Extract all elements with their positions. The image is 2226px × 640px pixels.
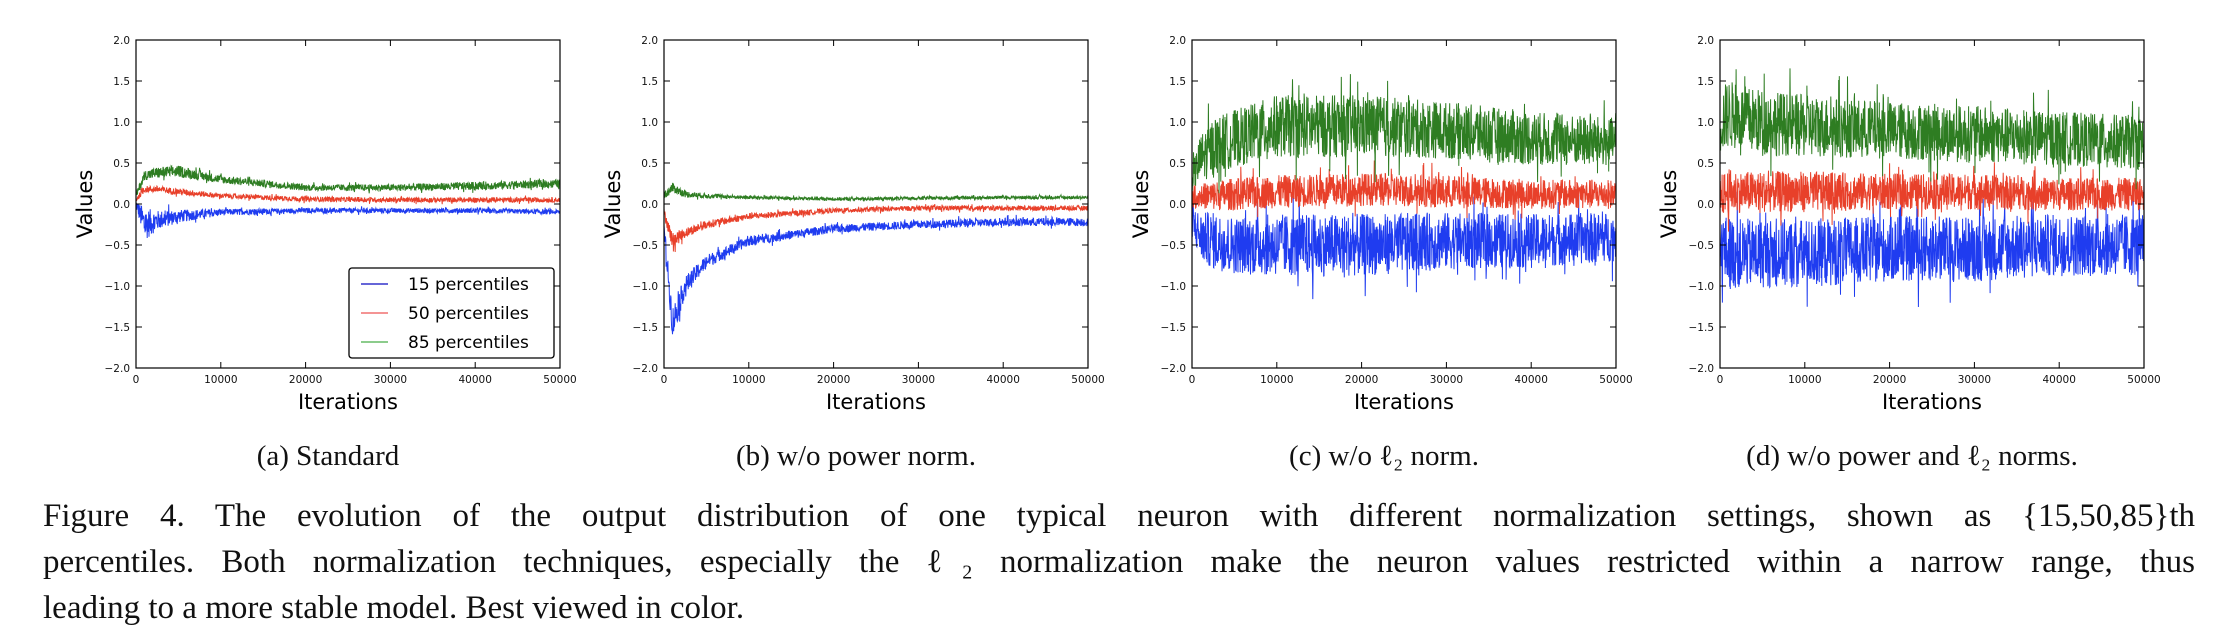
x-axis-label: Iterations bbox=[826, 390, 926, 414]
y-tick-label: 0.5 bbox=[113, 158, 130, 170]
x-tick-label: 40000 bbox=[1514, 374, 1547, 386]
x-tick-label: 50000 bbox=[543, 374, 576, 386]
x-tick-label: 0 bbox=[1717, 374, 1724, 386]
chart-a: −2.0 −1.5 −1.0 −0.5 0.0 0.5 1.0 1.5 2.0 0 10000 200… bbox=[73, 35, 577, 414]
y-tick-label: 2.0 bbox=[1169, 35, 1186, 47]
y-tick-label: 1.5 bbox=[641, 76, 658, 88]
x-tick-label: 40000 bbox=[986, 374, 1019, 386]
series-line-85-percentiles bbox=[664, 182, 1088, 203]
series-line-50-percentiles bbox=[136, 184, 560, 205]
x-tick-label: 10000 bbox=[1788, 374, 1821, 386]
x-tick-label: 40000 bbox=[458, 374, 491, 386]
y-tick-label: 1.0 bbox=[1169, 117, 1186, 129]
x-tick-label: 20000 bbox=[817, 374, 850, 386]
y-tick-label: −1.5 bbox=[1689, 322, 1715, 334]
y-tick-label: −1.5 bbox=[633, 322, 659, 334]
y-tick-label: −1.0 bbox=[1689, 281, 1715, 293]
y-axis-label: Values bbox=[73, 170, 97, 239]
y-tick-label: −2.0 bbox=[1161, 363, 1187, 375]
y-tick-label: 2.0 bbox=[113, 35, 130, 47]
x-axis-label: Iterations bbox=[298, 390, 398, 414]
series-line-15-percentiles bbox=[664, 214, 1088, 335]
series-line-15-percentiles bbox=[1192, 192, 1616, 300]
y-tick-label: 0.5 bbox=[1169, 158, 1186, 170]
subcaption-c: (c) w/o ℓ₂ norm. bbox=[1289, 440, 1479, 472]
x-tick-label: 10000 bbox=[204, 374, 237, 386]
x-tick-label: 50000 bbox=[1599, 374, 1632, 386]
y-tick-label: −0.5 bbox=[1689, 240, 1715, 252]
y-tick-label: 1.5 bbox=[113, 76, 130, 88]
x-tick-label: 50000 bbox=[2127, 374, 2160, 386]
y-tick-label: 1.0 bbox=[641, 117, 658, 129]
series-line-50-percentiles bbox=[664, 203, 1088, 253]
y-tick-label: 2.0 bbox=[1697, 35, 1714, 47]
x-tick-label: 10000 bbox=[732, 374, 765, 386]
y-tick-label: 0.0 bbox=[113, 199, 130, 211]
caption-line-2: percentiles. Both normalization techniqu… bbox=[43, 544, 2195, 580]
y-tick-label: 0.0 bbox=[641, 199, 658, 211]
y-tick-label: −1.5 bbox=[1161, 322, 1187, 334]
series-line-15-percentiles bbox=[136, 202, 560, 239]
y-tick-label: −2.0 bbox=[633, 363, 659, 375]
x-tick-label: 30000 bbox=[1958, 374, 1991, 386]
series-line-15-percentiles bbox=[1720, 191, 2144, 308]
plot-frame bbox=[663, 39, 1089, 369]
series-line-85-percentiles bbox=[136, 164, 560, 196]
y-axis-label: Values bbox=[1657, 170, 1681, 239]
x-tick-label: 0 bbox=[133, 374, 140, 386]
x-tick-label: 50000 bbox=[1071, 374, 1104, 386]
y-tick-label: −1.5 bbox=[105, 322, 131, 334]
y-tick-label: 0.5 bbox=[1697, 158, 1714, 170]
y-tick-label: 1.0 bbox=[113, 117, 130, 129]
legend-label: 15 percentiles bbox=[408, 275, 529, 295]
series-line-50-percentiles bbox=[1192, 160, 1616, 220]
x-axis-label: Iterations bbox=[1354, 390, 1454, 414]
subcaption-b: (b) w/o power norm. bbox=[735, 440, 977, 472]
x-tick-label: 0 bbox=[1189, 374, 1196, 386]
legend-box bbox=[348, 267, 555, 359]
series-line-50-percentiles bbox=[1720, 162, 2144, 232]
y-tick-label: −1.0 bbox=[633, 281, 659, 293]
x-tick-label: 40000 bbox=[2042, 374, 2075, 386]
y-tick-label: 0.0 bbox=[1169, 199, 1186, 211]
y-tick-label: −2.0 bbox=[1689, 363, 1715, 375]
y-tick-label: 1.5 bbox=[1169, 76, 1186, 88]
x-tick-label: 0 bbox=[661, 374, 668, 386]
caption-line-1: Figure 4. The evolution of the output di… bbox=[43, 498, 2195, 534]
x-tick-label: 30000 bbox=[1430, 374, 1463, 386]
y-tick-label: 1.0 bbox=[1697, 117, 1714, 129]
chart-d: −2.0 −1.5 −1.0 −0.5 0.0 0.5 1.0 1.5 2.0 0 10000 200… bbox=[1657, 35, 2161, 414]
legend-label: 85 percentiles bbox=[408, 333, 529, 353]
subcaption-d: (d) w/o power and ℓ₂ norms. bbox=[1746, 440, 2078, 472]
legend: 15 percentiles 50 percentiles 85 percentil… bbox=[348, 267, 555, 359]
y-axis-label: Values bbox=[1129, 170, 1153, 239]
caption-line-3: leading to a more stable model. Best vie… bbox=[43, 590, 745, 626]
x-tick-label: 20000 bbox=[1873, 374, 1906, 386]
x-tick-label: 10000 bbox=[1260, 374, 1293, 386]
y-tick-label: 0.5 bbox=[641, 158, 658, 170]
y-axis-label: Values bbox=[601, 170, 625, 239]
subcaption-a: (a) Standard bbox=[256, 440, 400, 472]
y-tick-label: 2.0 bbox=[641, 35, 658, 47]
y-tick-label: −0.5 bbox=[633, 240, 659, 252]
x-tick-label: 20000 bbox=[289, 374, 322, 386]
x-tick-label: 30000 bbox=[902, 374, 935, 386]
x-axis-label: Iterations bbox=[1882, 390, 1982, 414]
figure-charts: −2.0 −1.5 −1.0 −0.5 0.0 0.5 1.0 1.5 2.0 0 10000 200… bbox=[73, 35, 2161, 414]
y-tick-label: −0.5 bbox=[1161, 240, 1187, 252]
series-line-85-percentiles bbox=[1192, 74, 1616, 194]
y-tick-label: −0.5 bbox=[105, 240, 131, 252]
legend-label: 50 percentiles bbox=[408, 304, 529, 324]
y-tick-label: −2.0 bbox=[105, 363, 131, 375]
x-tick-label: 30000 bbox=[374, 374, 407, 386]
series-line-85-percentiles bbox=[1720, 68, 2144, 190]
y-tick-label: −1.0 bbox=[105, 281, 131, 293]
chart-b: −2.0 −1.5 −1.0 −0.5 0.0 0.5 1.0 1.5 2.0 0 10000 200… bbox=[601, 35, 1105, 414]
y-tick-label: 0.0 bbox=[1697, 199, 1714, 211]
y-tick-label: −1.0 bbox=[1161, 281, 1187, 293]
chart-c: −2.0 −1.5 −1.0 −0.5 0.0 0.5 1.0 1.5 2.0 0 10000 200… bbox=[1129, 35, 1633, 414]
x-tick-label: 20000 bbox=[1345, 374, 1378, 386]
y-tick-label: 1.5 bbox=[1697, 76, 1714, 88]
figure-caption: Figure 4. The evolution of the output di… bbox=[43, 493, 2195, 631]
